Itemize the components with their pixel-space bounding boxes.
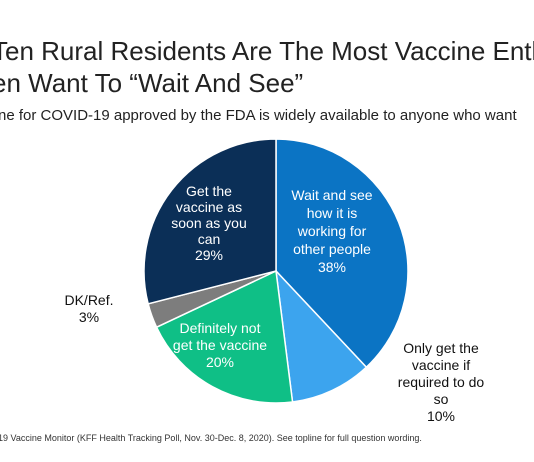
chart-subtitle: ne for COVID-19 approved by the FDA is w… (0, 107, 517, 124)
chart-title-line-1: Ten Rural Residents Are The Most Vaccine… (0, 36, 534, 66)
slice-label-0-line-2: working for (297, 223, 367, 239)
pie-slice-2 (155, 269, 294, 404)
slice-label-4-line-0: Get the (186, 183, 232, 199)
pie-slice-1 (274, 268, 368, 403)
pie-slice-4 (143, 138, 277, 305)
slice-label-4-line-3: can (198, 231, 221, 247)
slice-value-label-1: 10% (427, 408, 455, 424)
slice-label-3-line-0: DK/Ref. (64, 292, 113, 308)
slice-value-label-2: 20% (206, 354, 234, 370)
chart-title-line-2: en Want To “Wait And See” (0, 68, 304, 98)
slice-label-1-line-1: vaccine if (412, 357, 470, 373)
pie-slice-0 (275, 138, 409, 369)
slice-label-0-line-3: other people (293, 241, 371, 257)
slice-label-0-line-1: how it is (307, 205, 358, 221)
slice-label-1-line-3: so (434, 391, 449, 407)
slice-label-1-line-2: required to do (398, 374, 485, 390)
slice-value-label-3: 3% (79, 309, 99, 325)
slice-label-2-line-1: get the vaccine (173, 337, 267, 353)
slice-value-label-0: 38% (318, 259, 346, 275)
slice-label-1-line-0: Only get the (403, 340, 479, 356)
slice-label-4-line-1: vaccine as (176, 199, 242, 215)
slice-label-0-line-0: Wait and see (291, 187, 372, 203)
slice-value-label-4: 29% (195, 247, 223, 263)
slice-label-4-line-2: soon as you (171, 215, 247, 231)
source-note: 19 Vaccine Monitor (KFF Health Tracking … (0, 433, 422, 443)
slice-label-2-line-0: Definitely not (180, 320, 261, 336)
